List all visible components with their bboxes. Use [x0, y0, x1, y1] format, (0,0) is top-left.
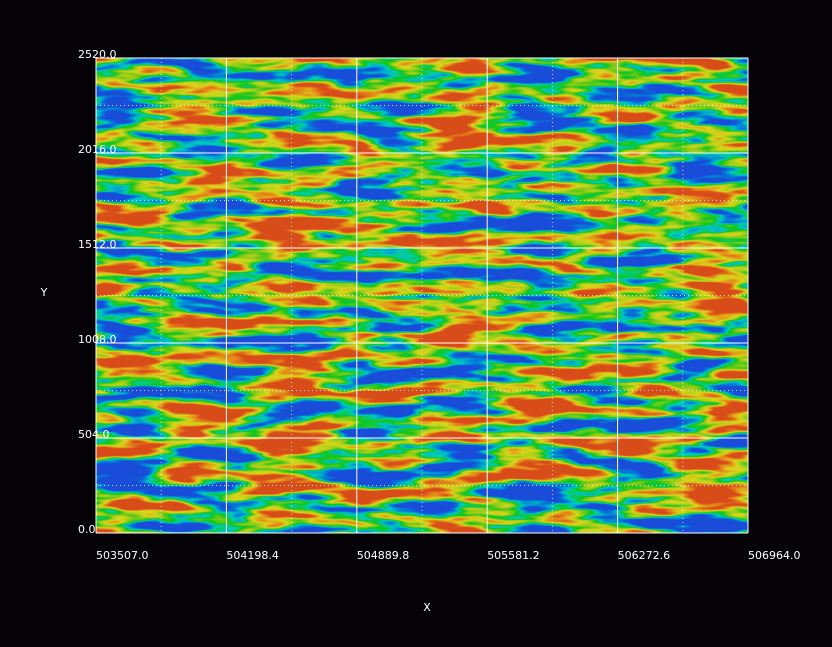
x-tick-label: 504198.4 — [226, 549, 279, 562]
x-tick-label: 505581.2 — [487, 549, 540, 562]
x-tick-label: 506272.6 — [618, 549, 671, 562]
y-tick-label: 2016.0 — [78, 143, 117, 156]
y-tick-label: 1008.0 — [78, 333, 117, 346]
x-tick-label: 506964.0 — [748, 549, 801, 562]
y-tick-label: 0.0 — [78, 523, 96, 536]
x-tick-label: 503507.0 — [96, 549, 149, 562]
y-tick-label: 1512.0 — [78, 238, 117, 251]
x-axis-label: X — [423, 601, 431, 614]
x-tick-label: 504889.8 — [357, 549, 410, 562]
y-axis-label: Y — [40, 286, 48, 299]
y-tick-label: 504.0 — [78, 428, 110, 441]
heatmap-field — [96, 58, 748, 533]
y-tick-label: 2520.0 — [78, 48, 117, 61]
